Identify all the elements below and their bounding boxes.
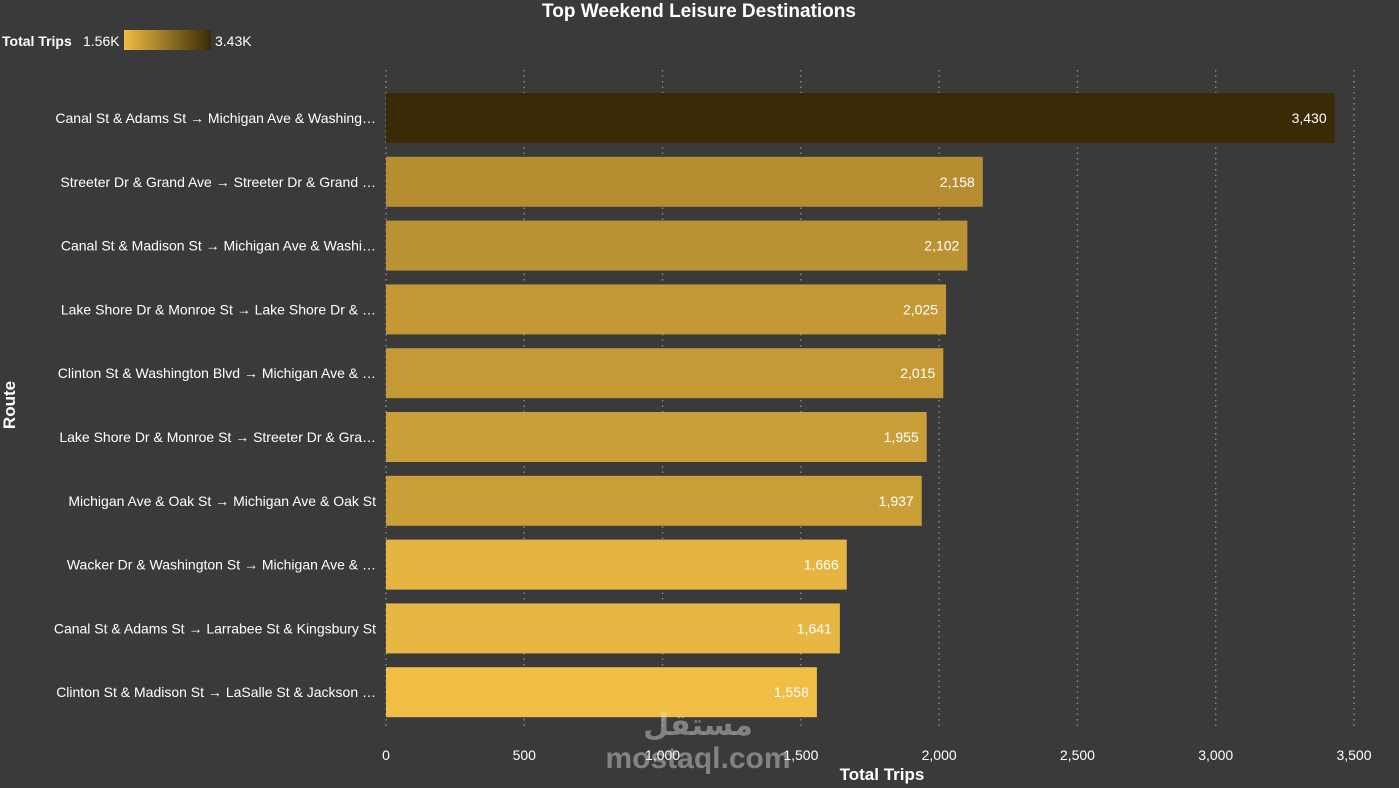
- category-label: Lake Shore Dr & Monroe St → Lake Shore D…: [61, 301, 376, 317]
- bar[interactable]: [386, 156, 983, 207]
- watermark-latin: mostaql.com: [605, 742, 790, 775]
- bars: 3,430 2,158 2,102 2,025 2,015 1,955 1,937 1,666…: [386, 93, 1335, 718]
- category-label: Streeter Dr & Grand Ave → Streeter Dr & …: [60, 174, 376, 190]
- category-label: Canal St & Madison St → Michigan Ave & W…: [61, 238, 376, 254]
- legend-min-label: 1.56K: [83, 33, 120, 49]
- y-axis-title: Route: [0, 381, 19, 429]
- bar[interactable]: [386, 603, 840, 654]
- x-tick-label: 3,000: [1198, 747, 1233, 763]
- bar-value-label: 2,158: [940, 174, 975, 190]
- bar[interactable]: [386, 667, 817, 718]
- x-tick-label: 1,500: [783, 747, 818, 763]
- bar-value-label: 2,015: [900, 365, 935, 381]
- bar[interactable]: [386, 220, 968, 271]
- x-tick-label: 500: [513, 747, 537, 763]
- bar-value-label: 1,558: [774, 684, 809, 700]
- bar[interactable]: [386, 539, 847, 590]
- bar-value-label: 2,102: [924, 238, 959, 254]
- bar[interactable]: [386, 284, 947, 335]
- bar[interactable]: [386, 93, 1335, 143]
- bar-value-label: 2,025: [903, 301, 938, 317]
- x-tick-label: 2,500: [1060, 747, 1095, 763]
- x-tick-label: 3,500: [1336, 747, 1371, 763]
- bar-value-label: 3,430: [1292, 110, 1327, 126]
- legend-max-label: 3.43K: [215, 33, 252, 49]
- bar-value-label: 1,641: [797, 620, 832, 636]
- bar-value-label: 1,937: [879, 493, 914, 509]
- bar[interactable]: [386, 348, 944, 399]
- watermark: مستقل mostaql.com: [605, 709, 790, 775]
- category-label: Wacker Dr & Washington St → Michigan Ave…: [67, 557, 376, 573]
- bar[interactable]: [386, 475, 922, 526]
- category-label: Lake Shore Dr & Monroe St → Streeter Dr …: [59, 429, 376, 445]
- category-label: Clinton St & Washington Blvd → Michigan …: [58, 365, 376, 381]
- legend-title: Total Trips: [2, 33, 72, 49]
- bar-value-label: 1,666: [804, 557, 839, 573]
- x-tick-label: 2,000: [922, 747, 957, 763]
- x-tick-labels: 0 500 1,000 1,500 2,000 2,500 3,000 3,500: [382, 747, 1372, 763]
- legend-gradient-bar: [124, 30, 211, 50]
- category-label: Michigan Ave & Oak St → Michigan Ave & O…: [68, 493, 376, 509]
- x-tick-label: 0: [382, 747, 390, 763]
- category-label: Canal St & Adams St → Michigan Ave & Was…: [55, 110, 376, 126]
- bar-value-label: 1,955: [884, 429, 919, 445]
- bar[interactable]: [386, 412, 927, 462]
- chart-title: Top Weekend Leisure Destinations: [542, 1, 856, 22]
- x-axis-title: Total Trips: [840, 765, 925, 784]
- category-label: Canal St & Adams St → Larrabee St & King…: [54, 620, 376, 636]
- category-labels: Canal St & Adams St → Michigan Ave & Was…: [54, 110, 376, 700]
- category-label: Clinton St & Madison St → LaSalle St & J…: [56, 684, 376, 700]
- x-tick-label: 1,000: [645, 747, 680, 763]
- legend: Total Trips 1.56K 3.43K: [2, 30, 252, 50]
- watermark-arabic: مستقل: [643, 709, 753, 742]
